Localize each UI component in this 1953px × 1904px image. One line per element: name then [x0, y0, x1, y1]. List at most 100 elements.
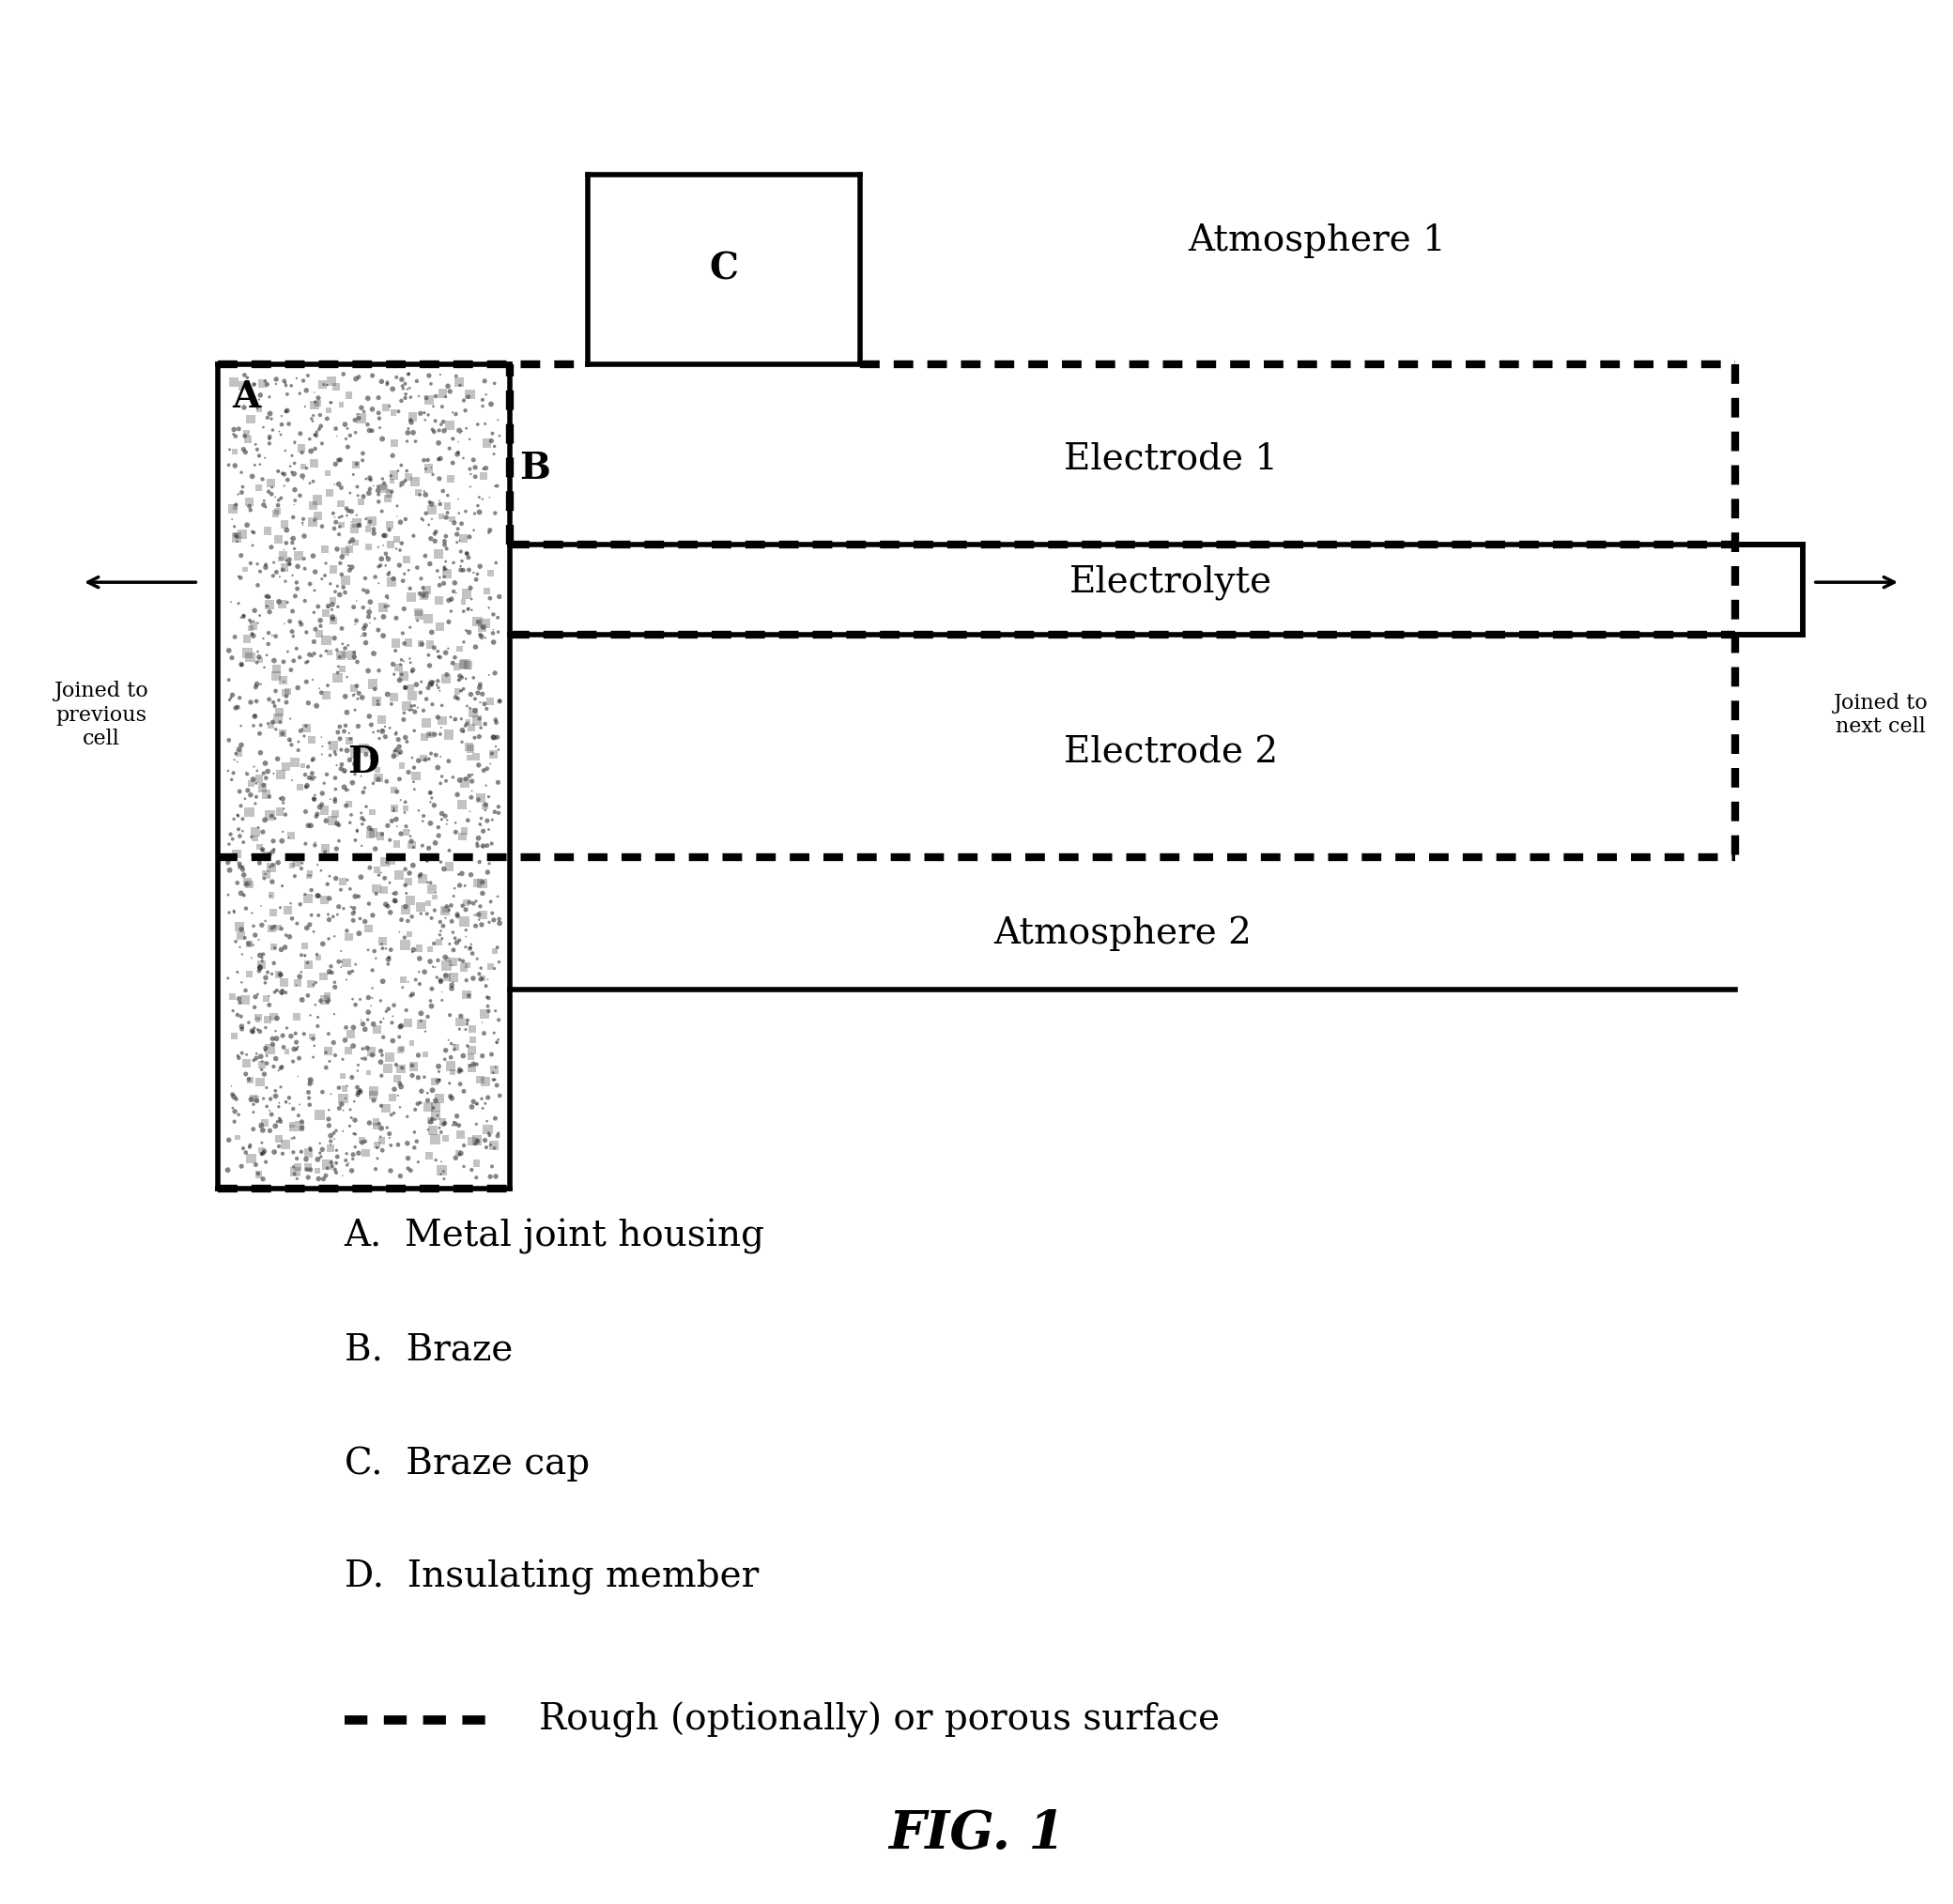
Point [264, 586, 295, 617]
Point [385, 470, 416, 501]
Point [350, 465, 381, 495]
Point [371, 581, 402, 611]
Point [457, 1053, 488, 1083]
Point [227, 817, 258, 847]
Point [424, 360, 455, 390]
Point [461, 1089, 492, 1120]
Point [217, 505, 248, 535]
Point [467, 484, 498, 514]
Point [229, 861, 260, 891]
Point [465, 811, 496, 842]
Point [246, 910, 277, 941]
Point [449, 906, 480, 937]
Point [445, 1139, 477, 1169]
Point [244, 381, 275, 411]
Point [264, 486, 295, 516]
Point [461, 564, 492, 594]
Point [295, 1068, 326, 1099]
Point [297, 725, 328, 756]
Point [420, 381, 451, 411]
Point [445, 537, 477, 567]
Point [342, 647, 373, 678]
Point [242, 636, 273, 666]
Point [244, 952, 275, 982]
Point [303, 1011, 334, 1041]
Point [250, 1036, 281, 1066]
Point [260, 1043, 291, 1074]
Point [234, 870, 266, 901]
Point [437, 1106, 469, 1137]
Point [348, 613, 379, 644]
Point [244, 1112, 275, 1142]
Point [258, 834, 289, 864]
Point [334, 788, 365, 819]
Point [232, 1064, 264, 1095]
Point [355, 990, 387, 1021]
Point [238, 1045, 270, 1076]
Point [268, 554, 299, 585]
Point [275, 725, 307, 756]
Point [287, 366, 318, 396]
Point [285, 480, 316, 510]
Point [291, 375, 322, 406]
Point [455, 472, 486, 503]
Point [416, 1076, 447, 1106]
Point [432, 805, 463, 836]
Point [408, 695, 439, 725]
Point [336, 497, 367, 527]
Point [324, 712, 355, 743]
Point [375, 712, 406, 743]
Point [266, 914, 297, 944]
Point [383, 1022, 414, 1053]
Point [350, 611, 381, 642]
Point [463, 607, 494, 638]
Point [482, 1118, 514, 1148]
Point [254, 583, 285, 613]
Point [357, 514, 389, 545]
Point [258, 849, 289, 880]
Point [225, 602, 256, 632]
Point [246, 1135, 277, 1165]
Point [318, 737, 350, 767]
Point [320, 1148, 352, 1179]
Point [344, 1078, 375, 1108]
Point [322, 899, 353, 929]
Point [393, 1127, 424, 1158]
Point [424, 444, 455, 474]
Point [457, 1091, 488, 1121]
Point [451, 1005, 482, 1036]
Point [367, 474, 398, 505]
Point [389, 798, 420, 828]
Point [311, 680, 342, 710]
Point [320, 784, 352, 815]
Point [353, 813, 385, 843]
Point [357, 1080, 389, 1110]
Point [484, 421, 516, 451]
Point [297, 1024, 328, 1055]
Point [389, 628, 420, 659]
Point [238, 1114, 270, 1144]
Point [254, 398, 285, 428]
Point [270, 436, 301, 466]
Point [379, 775, 410, 805]
Point [447, 626, 478, 657]
Point [234, 404, 266, 434]
Point [328, 756, 359, 786]
Point [381, 718, 412, 748]
Point [213, 636, 244, 666]
Point [299, 916, 330, 946]
Point [383, 455, 414, 486]
Point [250, 491, 281, 522]
Point [463, 899, 494, 929]
Point [478, 438, 510, 468]
Point [395, 373, 426, 404]
Point [367, 497, 398, 527]
Point [391, 505, 422, 535]
Point [439, 874, 471, 904]
Point [402, 381, 434, 411]
Point [279, 1019, 311, 1049]
Point [236, 899, 268, 929]
Point [463, 722, 494, 752]
Point [301, 802, 332, 832]
Point [242, 756, 273, 786]
